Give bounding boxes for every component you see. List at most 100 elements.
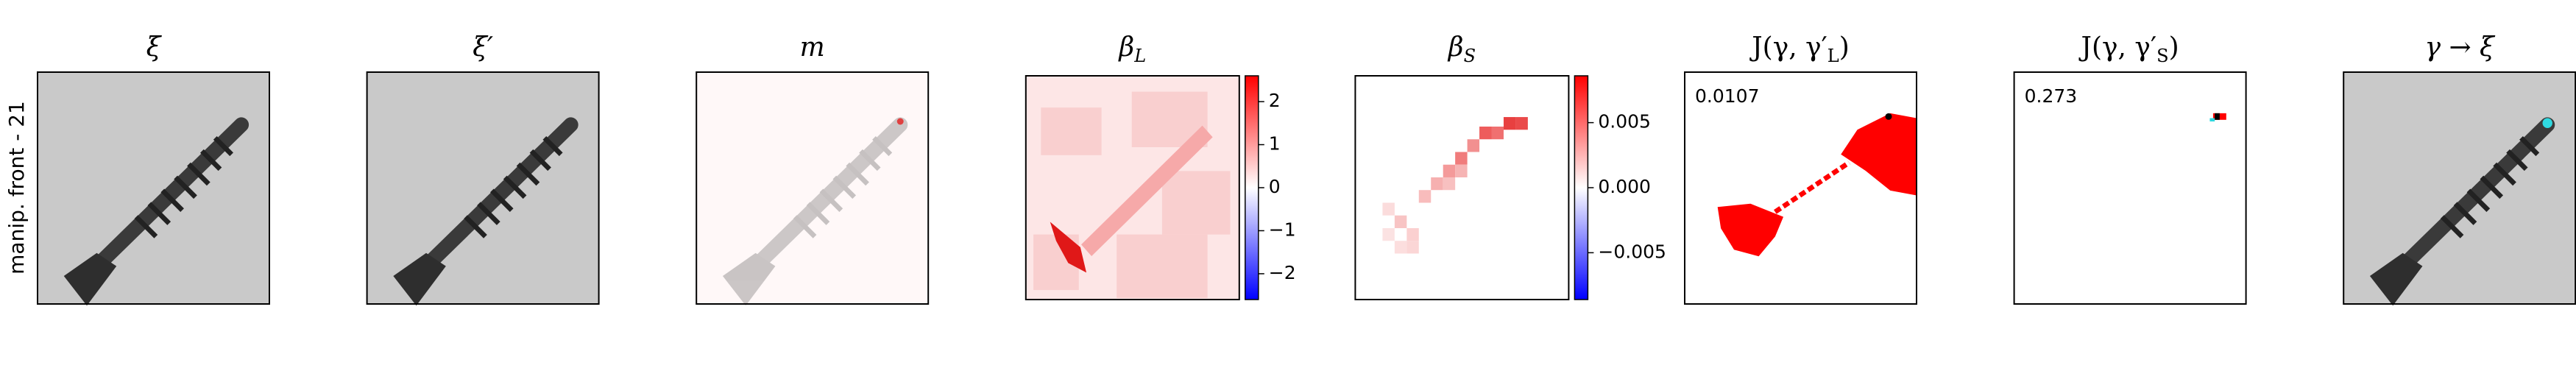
title-part: L [1133, 46, 1146, 66]
attribution-cell [1515, 117, 1528, 130]
hot-spot [896, 118, 904, 125]
attribution-cell [1394, 215, 1407, 228]
panel-image: 0.273 [2013, 71, 2247, 305]
image-background [367, 72, 599, 304]
attribution-cell [1382, 227, 1395, 241]
panel: ξ′ [366, 32, 600, 305]
colorbar-tick-label: 0.000 [1598, 176, 1651, 197]
image-border [37, 71, 270, 305]
panel-image [366, 71, 600, 305]
image-content [2343, 72, 2576, 305]
panel-image [2343, 71, 2576, 305]
image-border [1025, 75, 1240, 300]
panel-title: βL [1117, 32, 1146, 66]
title-part: ) [2169, 32, 2179, 63]
panel-title: ξ′ [473, 32, 493, 63]
attribution-cell [1455, 164, 1468, 177]
panel: ξ [37, 32, 270, 305]
panel-title: ξ [146, 32, 163, 63]
image-content [1025, 76, 1239, 300]
tip-marker [2542, 118, 2552, 128]
image-border [1354, 75, 1570, 300]
panel-title: γ → ξ [2424, 32, 2496, 63]
mask-region [1717, 203, 1784, 257]
title-part: ξ [146, 32, 163, 63]
image-border [366, 71, 600, 305]
image-background [2343, 72, 2576, 304]
title-part: S [2156, 46, 2168, 66]
panel: J(γ, γ′L) 0.0107 [1684, 32, 1917, 305]
panel-title: J(γ, γ′S) [2078, 32, 2179, 66]
title-part: J(γ, γ′ [2078, 32, 2157, 63]
attribution-cell [1467, 139, 1480, 152]
attribution-cell [1406, 241, 1419, 254]
image-background [1355, 76, 1569, 300]
attribution-cell [1406, 227, 1419, 241]
colorbar-tick-label: 0.005 [1598, 111, 1651, 132]
panel-image [37, 71, 270, 305]
panel: m [696, 32, 930, 305]
head-attr [1050, 222, 1087, 273]
image-content [1685, 72, 1917, 304]
attribution-cell [1479, 126, 1492, 140]
attribution-cell [1394, 241, 1407, 254]
title-part: ) [1839, 32, 1850, 63]
segment [1117, 234, 1208, 298]
mask-region [1774, 160, 1851, 214]
attribution-cell [1491, 126, 1504, 140]
panel-image [1354, 75, 1570, 300]
colorbar-tick-label: 0 [1269, 176, 1281, 197]
tip-marker [1885, 113, 1892, 120]
attribution-cell [1431, 177, 1443, 191]
title-part: γ → ξ [2424, 32, 2496, 63]
attribution-cell [1503, 117, 1516, 130]
score-label: 0.273 [2025, 85, 2078, 107]
colorbar-tick-label: 2 [1269, 90, 1281, 111]
panel-image: 0.0107 [1684, 71, 1917, 305]
attribution-cell [1382, 202, 1395, 216]
panel: J(γ, γ′S)0.273 [2013, 32, 2247, 305]
panel-title: J(γ, γ′L) [1749, 32, 1850, 66]
tip-marker [2215, 113, 2220, 120]
title-part: m [800, 32, 825, 63]
panel-title: βS [1447, 32, 1476, 66]
attribution-cell [1443, 177, 1456, 191]
colorbar-tick-label: −1 [1269, 219, 1296, 240]
mask-region [1841, 113, 1917, 196]
title-part: β [1117, 32, 1134, 63]
image-border [696, 71, 930, 305]
panel: βL 2 1 0 −1 −2 [1025, 32, 1296, 300]
score-label: 0.0107 [1695, 85, 1759, 107]
title-part: L [1827, 46, 1839, 66]
attribution-cell [1455, 152, 1468, 165]
image-border [2343, 71, 2576, 305]
image-content [2014, 72, 2246, 304]
title-part: J(γ, γ′ [1749, 32, 1827, 63]
colorbar-tick-label: 1 [1269, 133, 1281, 155]
image-border [2013, 71, 2247, 305]
mask-region [2212, 113, 2226, 120]
panel-image [696, 71, 930, 305]
attribution-cell [1418, 190, 1432, 203]
image-background [2014, 72, 2246, 304]
row-label: manip. front - 21 [4, 101, 29, 275]
image-background [1685, 72, 1917, 304]
title-part: β [1447, 32, 1464, 63]
colorbar-tick-label: −2 [1269, 262, 1296, 283]
image-content [696, 72, 929, 305]
segment [1161, 171, 1231, 235]
image-content [1355, 76, 1569, 300]
title-part: S [1464, 46, 1476, 66]
attribution-cell [1443, 164, 1456, 177]
title-part: ξ′ [473, 32, 493, 63]
image-background [38, 72, 269, 304]
panel: βS 0.005 0.000 −0.005 [1354, 32, 1666, 300]
colorbar-tick-label: −0.005 [1598, 241, 1666, 262]
segment [1041, 107, 1102, 155]
tip-marker [2209, 118, 2215, 122]
colorbar [1245, 75, 1259, 300]
shaft-attr [1081, 125, 1213, 257]
panel-title: m [800, 32, 825, 63]
panel: γ → ξ [2343, 32, 2576, 305]
